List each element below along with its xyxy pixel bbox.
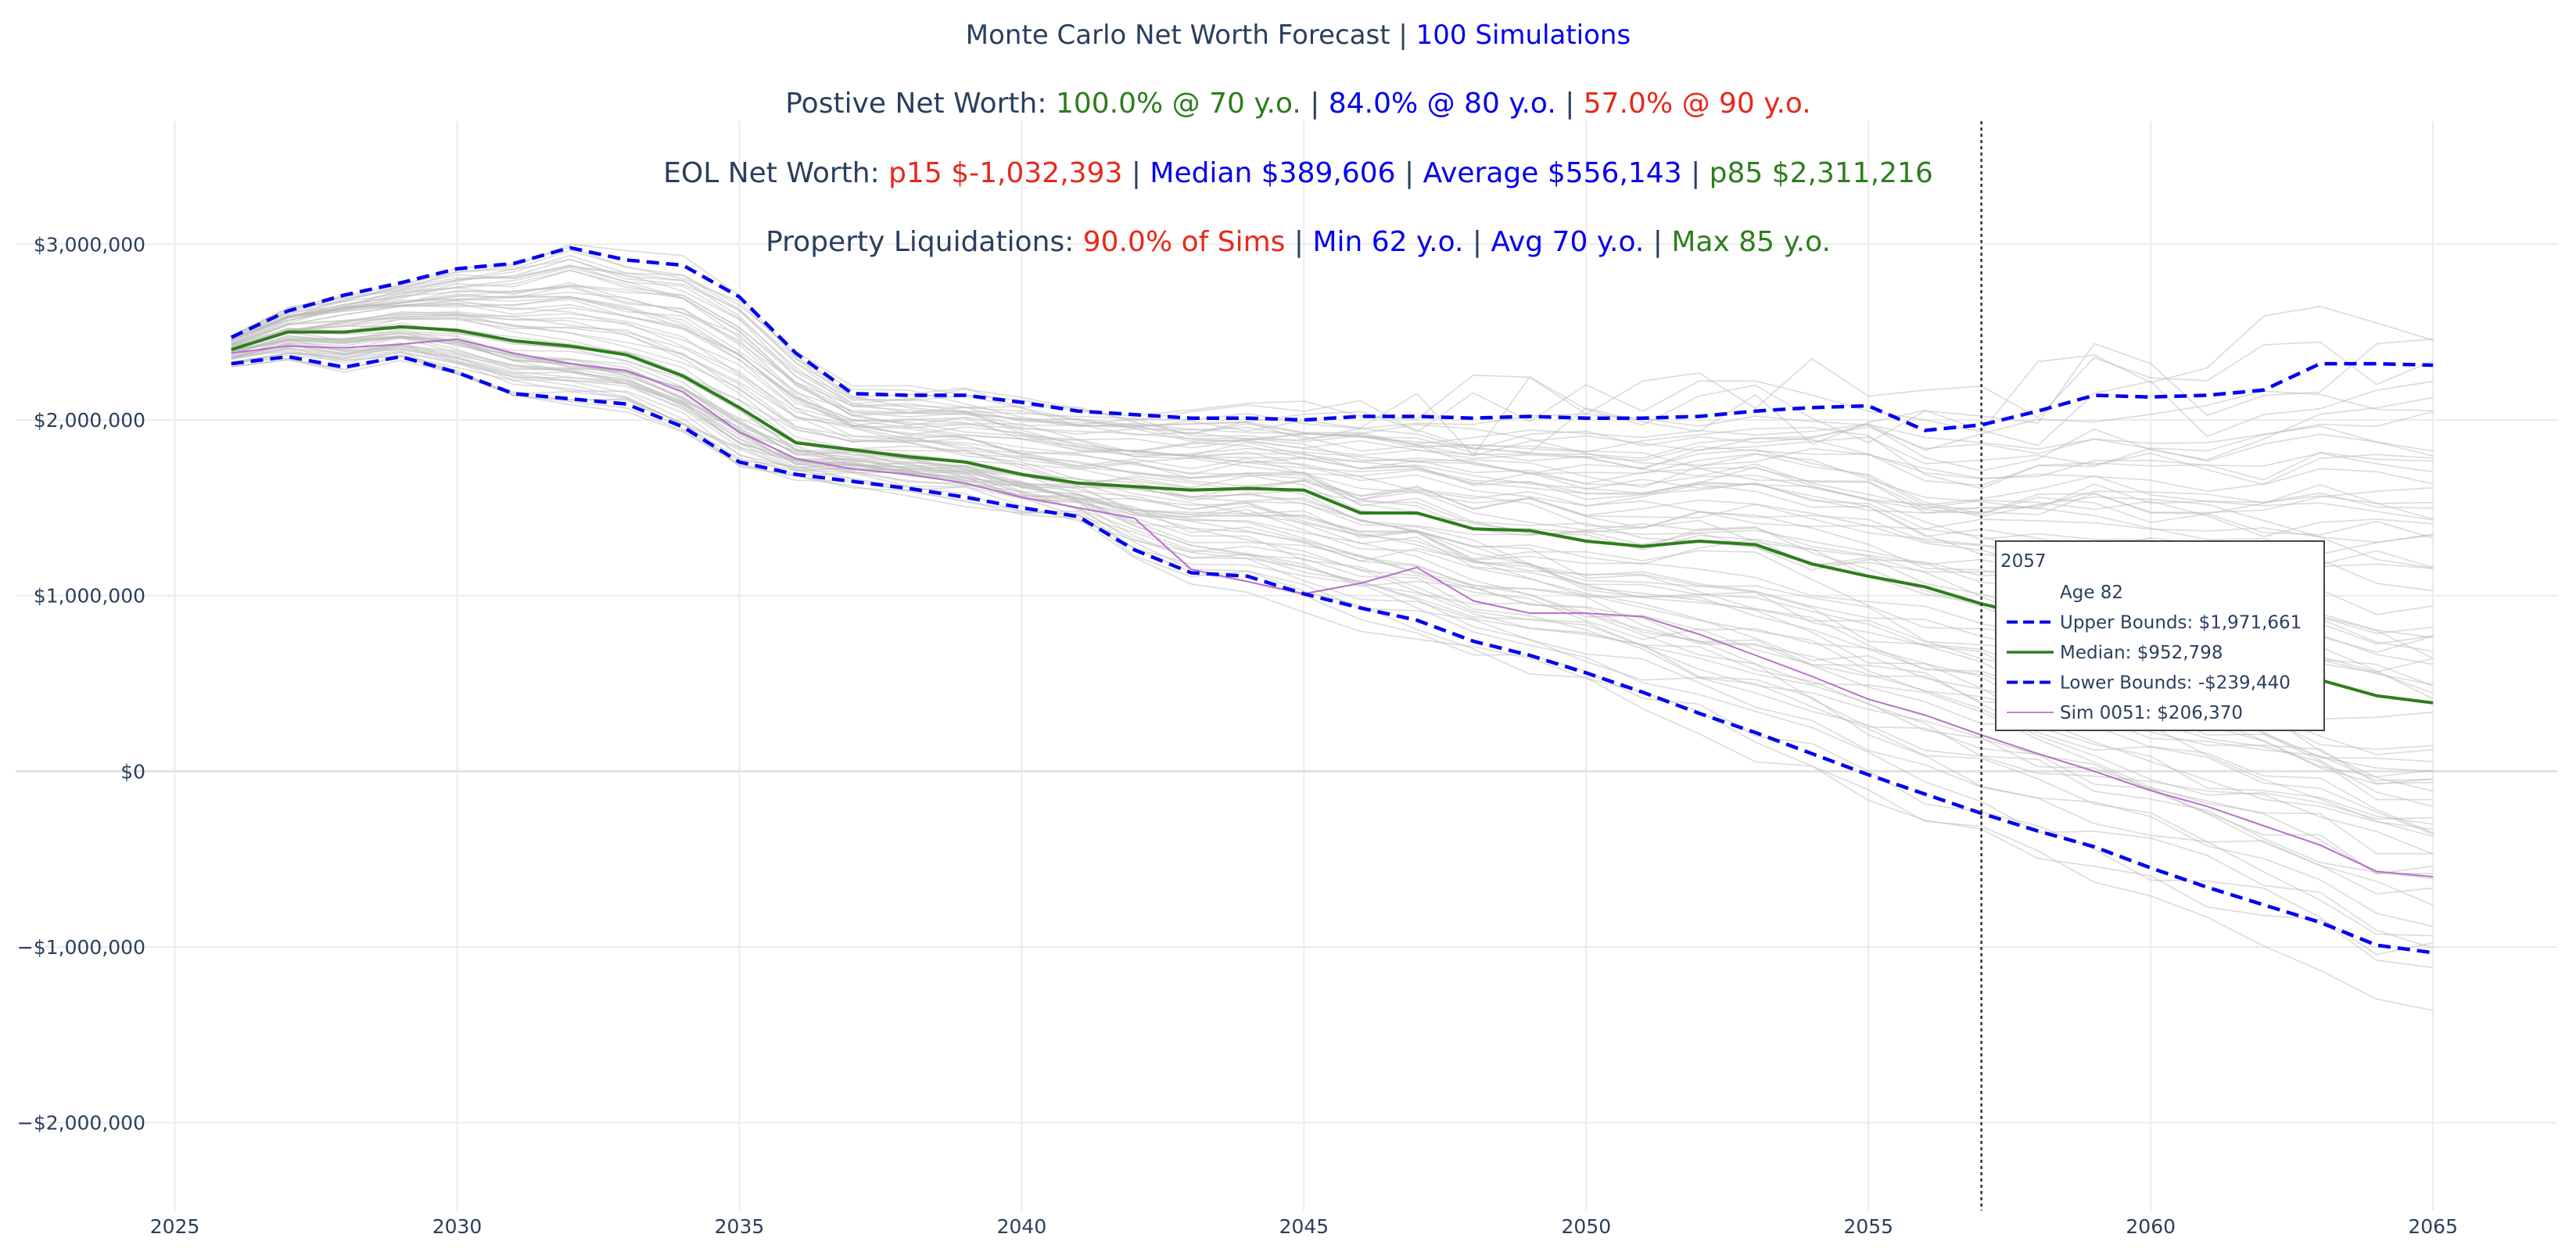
simulation-line (231, 246, 2434, 420)
tooltip-row: Upper Bounds: $1,971,661 (2060, 613, 2302, 633)
line3-segment-3: Median $389,606 (1150, 157, 1395, 189)
y-tick-label: $0 (120, 760, 145, 783)
simulation-line (231, 338, 2434, 820)
line2-segment-0: Postive Net Worth: (785, 88, 1056, 120)
simulation-line (231, 296, 2434, 569)
simulation-line (231, 243, 2434, 433)
axes: 2025 2030 2035 2040 2045 2050 2055 2060 2065 $3,0… (17, 233, 2458, 1238)
simulation-line (231, 344, 2434, 880)
line4-segment-1: 90.0% of Sims (1083, 226, 1286, 258)
line2-segment-5: 57.0% @ 90 y.o. (1584, 88, 1811, 120)
eol-net-worth-summary: EOL Net Worth: p15 $-1,032,393 | Median … (663, 157, 1933, 189)
simulation-line (231, 267, 2434, 490)
line3-segment-0: EOL Net Worth: (663, 157, 888, 189)
simulation-line (231, 300, 2434, 555)
simulation-line (231, 347, 2434, 906)
simulation-line (231, 265, 2434, 486)
x-tick-label: 2045 (1279, 1215, 1329, 1238)
simulation-line (231, 269, 2434, 479)
simulation-line (231, 285, 2434, 520)
simulation-line (231, 284, 2434, 510)
simulation-line (231, 347, 2434, 825)
line3-segment-7: p85 $2,311,216 (1710, 157, 1933, 189)
line4-segment-2: | (1285, 226, 1312, 258)
x-tick-label: 2035 (715, 1215, 765, 1238)
y-tick-label: −$1,000,000 (17, 936, 145, 959)
tooltip-title: 2057 (2000, 551, 2047, 572)
series-line-sim-0051 (231, 338, 2434, 878)
simulation-line (231, 346, 2434, 937)
simulation-line (231, 296, 2434, 569)
hover-tooltip: 2057 Age 82 Upper Bounds: $1,971,661 Median… (1995, 540, 2325, 731)
chart-title: Monte Carlo Net Worth Forecast | 100 Sim… (966, 20, 1631, 51)
property-liquidations-summary: Property Liquidations: 90.0% of Sims | M… (766, 226, 1831, 258)
simulation-line (231, 291, 2434, 538)
line4-segment-3: Min 62 y.o. (1312, 226, 1463, 258)
simulation-line (231, 264, 2434, 459)
line4-segment-0: Property Liquidations: (766, 226, 1083, 258)
x-tick-label: 2065 (2408, 1215, 2458, 1238)
y-tick-label: $1,000,000 (34, 585, 145, 608)
line4-segment-5: Avg 70 y.o. (1491, 226, 1644, 258)
line2-segment-3: 84.0% @ 80 y.o. (1329, 88, 1556, 120)
simulation-line (231, 285, 2434, 493)
line3-segment-1: p15 $-1,032,393 (888, 157, 1122, 189)
simulation-line (231, 349, 2434, 949)
simulation-line (231, 258, 2434, 454)
simulation-line (231, 298, 2434, 543)
line4-segment-4: | (1463, 226, 1491, 258)
series-line-lower-bounds (231, 354, 2434, 955)
tooltip-row: Age 82 (2060, 583, 2123, 603)
tooltip-row: Sim 0051: $206,370 (2060, 703, 2243, 723)
line1-segment-1: 100 Simulations (1416, 20, 1631, 51)
positive-net-worth-summary: Postive Net Worth: 100.0% @ 70 y.o. | 84… (785, 88, 1810, 120)
simulation-line (231, 249, 2434, 457)
line4-segment-7: Max 85 y.o. (1671, 226, 1831, 258)
line3-segment-4: | (1396, 157, 1423, 189)
tooltip-row: Median: $952,798 (2060, 643, 2223, 663)
line1-segment-0: Monte Carlo Net Worth Forecast | (966, 20, 1416, 51)
x-tick-label: 2030 (432, 1215, 483, 1238)
simulation-line (231, 269, 2434, 486)
line3-segment-5: Average $556,143 (1423, 157, 1682, 189)
line2-segment-4: | (1556, 88, 1584, 120)
x-tick-label: 2040 (997, 1215, 1047, 1238)
line2-segment-1: 100.0% @ 70 y.o. (1056, 88, 1301, 120)
line3-segment-2: | (1122, 157, 1150, 189)
x-tick-label: 2025 (150, 1215, 200, 1238)
y-tick-label: $3,000,000 (34, 233, 145, 256)
line4-segment-6: | (1644, 226, 1671, 258)
series-line-upper-bounds (230, 246, 2434, 432)
line2-segment-2: | (1301, 88, 1329, 120)
line3-segment-6: | (1682, 157, 1710, 189)
x-tick-label: 2060 (2126, 1215, 2176, 1238)
simulation-line (231, 336, 2434, 834)
x-tick-label: 2050 (1562, 1215, 1612, 1238)
x-tick-label: 2055 (1843, 1215, 1893, 1238)
simulation-line (231, 354, 2434, 927)
simulation-line (231, 352, 2434, 875)
y-tick-label: −$2,000,000 (17, 1112, 145, 1135)
tooltip-box (1995, 540, 2325, 731)
grid (16, 121, 2557, 1211)
y-tick-label: $2,000,000 (34, 409, 145, 432)
simulation-line (231, 358, 2434, 969)
simulation-line (231, 282, 2434, 521)
tooltip-row: Lower Bounds: -$239,440 (2060, 673, 2291, 694)
